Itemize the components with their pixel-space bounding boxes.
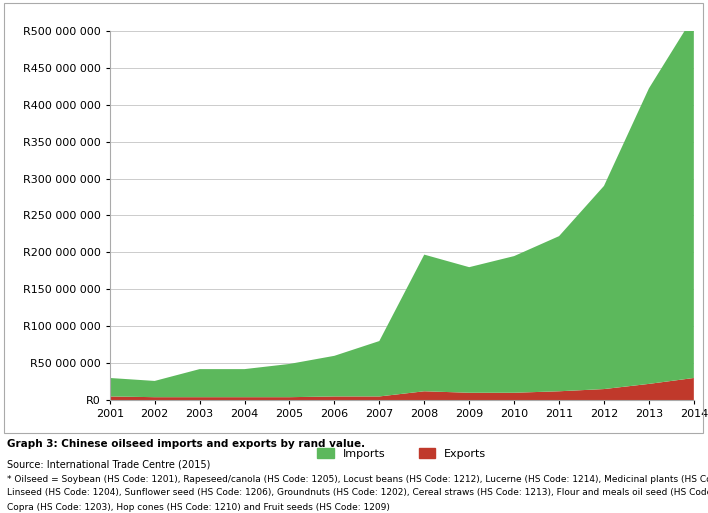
Text: Copra (HS Code: 1203), Hop cones (HS Code: 1210) and Fruit seeds (HS Code: 1209): Copra (HS Code: 1203), Hop cones (HS Cod… [7,503,390,512]
Text: Source: International Trade Centre (2015): Source: International Trade Centre (2015… [7,459,210,469]
Text: Graph 3: Chinese oilseed imports and exports by rand value.: Graph 3: Chinese oilseed imports and exp… [7,439,365,448]
Legend: Imports, Exports: Imports, Exports [317,448,486,459]
Text: * Oilseed = Soybean (HS Code: 1201), Rapeseed/canola (HS Code: 1205), Locust bea: * Oilseed = Soybean (HS Code: 1201), Rap… [7,475,708,484]
Text: Linseed (HS Code: 1204), Sunflower seed (HS Code: 1206), Groundnuts (HS Code: 12: Linseed (HS Code: 1204), Sunflower seed … [7,488,708,498]
